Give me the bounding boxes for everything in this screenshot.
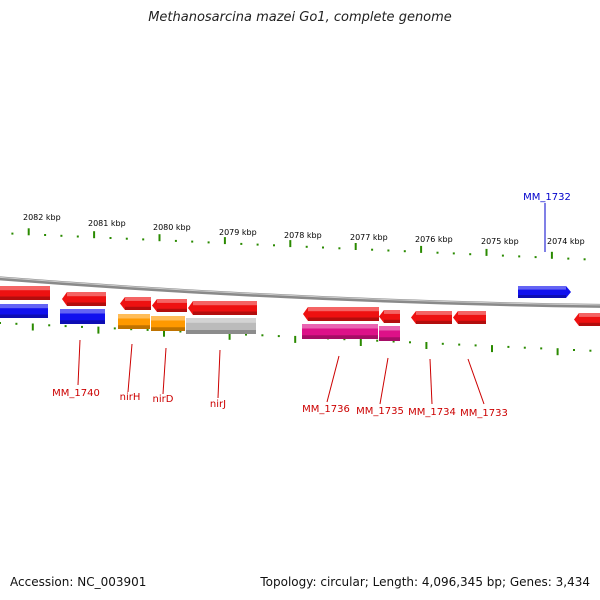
leader-line [326,355,340,403]
gene-labels: MM_1740 nirH nirD nirJ MM_1736 MM_1735 MM_1734… [52,192,571,419]
genome-title: Methanosarcina mazei Go1, complete genom… [148,10,452,25]
inner-ruler-ticks [0,322,592,356]
gene-red [120,297,151,310]
ruler-label: 2078 kbp [284,231,322,240]
gene-label[interactable]: nirD [153,394,174,405]
gene-red [152,299,187,312]
ruler-label: 2077 kbp [350,233,388,242]
gene-mm-1740 [60,309,105,324]
gene-red [303,307,379,321]
ruler-label: 2074 kbp [547,237,585,246]
leader-line [77,339,81,386]
gene-red [62,292,106,306]
gene-nirj [186,318,256,334]
gene-label[interactable]: MM_1736 [302,404,350,415]
leader-line [127,343,133,393]
gene-label[interactable]: MM_1735 [356,406,404,417]
ruler-label: 2076 kbp [415,235,453,244]
gene-label[interactable]: MM_1734 [408,407,456,418]
backbone-line [0,276,600,308]
ruler-label: 2081 kbp [88,219,126,228]
gene-right-edge [574,313,600,326]
gene-label[interactable]: nirJ [210,399,226,410]
genome-info-text: Topology: circular; Length: 4,096,345 bp… [260,575,590,589]
gene-red [453,311,486,324]
gene-mm-1732 [518,286,571,298]
accession-text: Accession: NC_003901 [10,575,147,589]
outer-ruler-ticks [11,228,586,261]
gene-nirh [118,314,150,329]
gene-label[interactable]: MM_1733 [460,408,508,419]
leader-line [379,357,389,405]
backbone-highlight [0,276,600,306]
leader-line [162,347,167,395]
gene-mm-1735 [379,326,400,341]
gene-label-leaders [77,203,546,405]
gene-nird [151,316,185,331]
gene-features [0,286,600,341]
ruler-label: 2082 kbp [23,213,61,222]
ruler-label: 2080 kbp [153,223,191,232]
outer-ruler-labels: 2082 kbp 2081 kbp 2080 kbp 2079 kbp 2078 kbp… [23,213,585,246]
ruler-label: 2075 kbp [481,237,519,246]
gene-red [411,311,452,324]
gene-label[interactable]: nirH [120,392,141,403]
gene-label[interactable]: MM_1740 [52,388,100,399]
leader-line [429,358,433,405]
gene-red [188,301,257,315]
gene-red [379,310,400,323]
ruler-label: 2079 kbp [219,228,257,237]
gene-label[interactable]: MM_1732 [523,192,571,203]
leader-line [217,349,221,399]
leader-line [467,358,485,405]
gene-mm-1736 [302,324,378,339]
gene-left-edge [0,286,50,300]
genome-backbone [0,276,600,308]
gene-blue-left [0,304,48,318]
